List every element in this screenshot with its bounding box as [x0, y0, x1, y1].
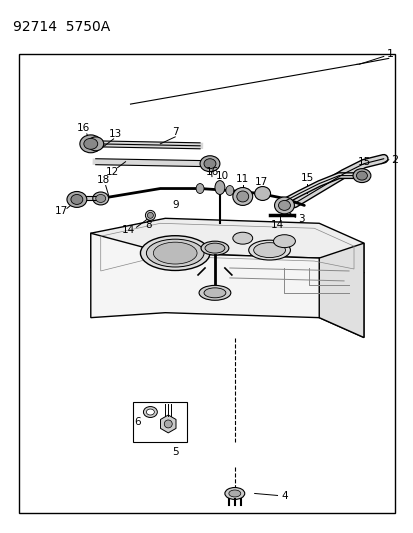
Ellipse shape: [80, 135, 102, 153]
Text: 17: 17: [254, 176, 268, 187]
Ellipse shape: [93, 192, 108, 205]
Ellipse shape: [88, 137, 103, 151]
Text: 11: 11: [235, 174, 249, 183]
Text: 8: 8: [145, 220, 151, 230]
Text: 92714  5750A: 92714 5750A: [13, 20, 110, 34]
Ellipse shape: [232, 188, 252, 205]
Bar: [19, 54, 394, 513]
Ellipse shape: [199, 156, 219, 172]
Text: 5: 5: [171, 447, 178, 457]
Text: 18: 18: [97, 175, 110, 184]
Polygon shape: [90, 233, 363, 337]
Ellipse shape: [356, 171, 366, 180]
Ellipse shape: [143, 407, 157, 417]
Ellipse shape: [248, 240, 290, 260]
Ellipse shape: [164, 420, 172, 428]
Ellipse shape: [71, 195, 83, 205]
Ellipse shape: [236, 191, 248, 202]
Ellipse shape: [140, 236, 209, 270]
Ellipse shape: [146, 239, 204, 267]
Ellipse shape: [201, 241, 228, 255]
Ellipse shape: [225, 185, 233, 196]
Ellipse shape: [147, 212, 153, 219]
Ellipse shape: [253, 243, 285, 257]
Ellipse shape: [232, 232, 252, 244]
Ellipse shape: [204, 159, 216, 168]
Ellipse shape: [352, 168, 370, 183]
Ellipse shape: [228, 490, 240, 497]
Ellipse shape: [204, 243, 224, 253]
Ellipse shape: [278, 200, 290, 211]
Ellipse shape: [67, 191, 87, 207]
Ellipse shape: [273, 235, 295, 248]
Ellipse shape: [196, 183, 204, 193]
Text: 4: 4: [280, 491, 287, 502]
Text: 16: 16: [205, 167, 218, 176]
Polygon shape: [90, 219, 363, 273]
Text: 1: 1: [386, 50, 393, 60]
Ellipse shape: [254, 187, 270, 200]
Ellipse shape: [204, 288, 225, 298]
Ellipse shape: [199, 285, 230, 300]
Text: 7: 7: [171, 127, 178, 137]
Text: 17: 17: [54, 206, 67, 216]
Text: 3: 3: [297, 214, 304, 224]
Text: 9: 9: [171, 200, 178, 211]
Ellipse shape: [146, 409, 154, 415]
Text: 14: 14: [121, 225, 135, 235]
Text: 15: 15: [356, 157, 370, 167]
Bar: [132, 402, 187, 442]
Text: 16: 16: [77, 123, 90, 133]
Ellipse shape: [83, 139, 97, 149]
Ellipse shape: [153, 242, 197, 264]
Ellipse shape: [274, 197, 294, 214]
Text: 2: 2: [390, 155, 397, 165]
Text: 12: 12: [106, 167, 119, 176]
Text: 6: 6: [134, 417, 140, 427]
Ellipse shape: [95, 195, 105, 203]
Polygon shape: [318, 243, 363, 337]
Text: 14: 14: [270, 220, 283, 230]
Text: 13: 13: [109, 129, 122, 139]
Ellipse shape: [145, 211, 155, 220]
Ellipse shape: [214, 181, 224, 195]
Ellipse shape: [224, 488, 244, 499]
Text: 15: 15: [300, 173, 313, 183]
Text: 10: 10: [215, 171, 228, 181]
